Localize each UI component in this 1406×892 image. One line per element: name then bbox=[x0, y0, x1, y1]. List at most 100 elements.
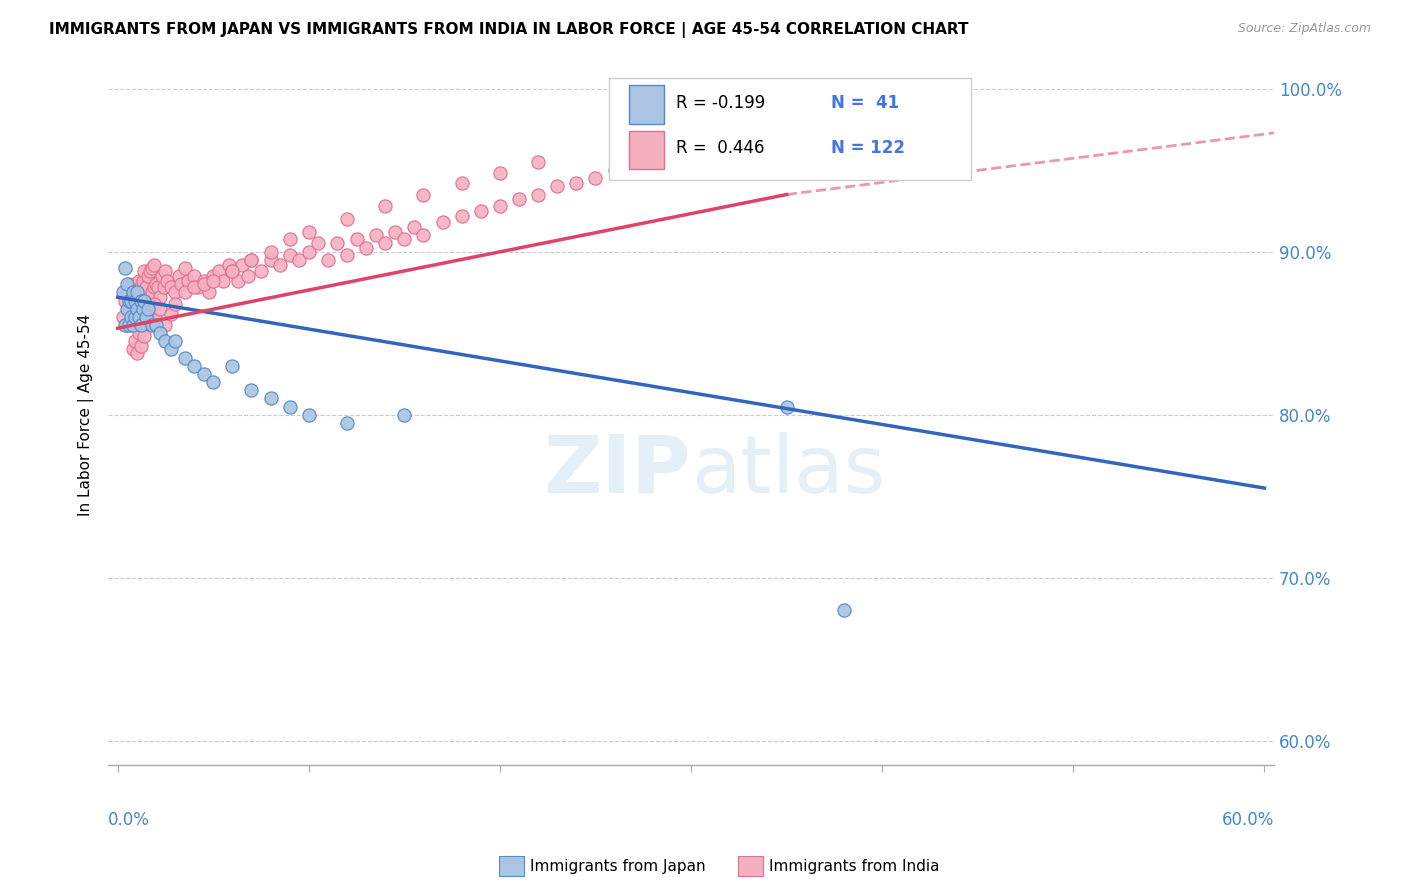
Point bbox=[135, 307, 157, 321]
Point bbox=[117, 318, 139, 332]
Point bbox=[170, 277, 193, 292]
Point bbox=[155, 264, 177, 278]
Point bbox=[124, 310, 146, 324]
Point bbox=[221, 264, 243, 278]
Point bbox=[173, 351, 195, 365]
Point bbox=[527, 155, 550, 169]
Point bbox=[394, 408, 416, 422]
Point bbox=[231, 258, 253, 272]
Point bbox=[141, 260, 163, 275]
Point bbox=[118, 301, 141, 316]
FancyBboxPatch shape bbox=[609, 78, 970, 180]
Point bbox=[316, 252, 339, 267]
Point bbox=[125, 301, 148, 316]
Point bbox=[128, 274, 150, 288]
Point bbox=[149, 326, 172, 340]
Point bbox=[122, 285, 145, 300]
Point bbox=[354, 241, 377, 255]
Point bbox=[145, 318, 167, 332]
Point bbox=[450, 176, 472, 190]
Point bbox=[120, 293, 142, 308]
Point bbox=[236, 268, 259, 283]
Point bbox=[155, 318, 177, 332]
Point bbox=[118, 293, 141, 308]
Point bbox=[240, 252, 263, 267]
Y-axis label: In Labor Force | Age 45-54: In Labor Force | Age 45-54 bbox=[79, 314, 94, 516]
Point bbox=[160, 343, 183, 357]
Point bbox=[208, 264, 231, 278]
Point bbox=[489, 166, 512, 180]
Point bbox=[149, 301, 172, 316]
Point bbox=[112, 310, 135, 324]
Point bbox=[122, 307, 145, 321]
Point bbox=[193, 274, 215, 288]
Point bbox=[131, 297, 153, 311]
Point bbox=[202, 375, 225, 389]
Point bbox=[135, 280, 157, 294]
Point bbox=[298, 408, 321, 422]
Point bbox=[336, 211, 359, 226]
Text: 60.0%: 60.0% bbox=[1222, 811, 1274, 829]
Point bbox=[160, 280, 183, 294]
Text: atlas: atlas bbox=[690, 432, 886, 509]
Point bbox=[364, 228, 387, 243]
Point bbox=[129, 280, 152, 294]
FancyBboxPatch shape bbox=[630, 130, 664, 169]
Point bbox=[143, 297, 166, 311]
Point bbox=[124, 290, 146, 304]
Point bbox=[298, 244, 321, 259]
Point bbox=[129, 307, 152, 321]
Point bbox=[114, 260, 136, 275]
Point bbox=[122, 285, 145, 300]
Point bbox=[193, 277, 215, 292]
Point bbox=[202, 268, 225, 283]
Point bbox=[384, 225, 406, 239]
Point bbox=[177, 274, 200, 288]
Point bbox=[259, 392, 281, 406]
Point bbox=[146, 280, 169, 294]
Point bbox=[374, 236, 396, 251]
Point bbox=[775, 400, 797, 414]
Point bbox=[187, 280, 209, 294]
Point bbox=[167, 268, 190, 283]
Point bbox=[221, 264, 243, 278]
Point bbox=[336, 416, 359, 430]
Point bbox=[141, 313, 163, 327]
Point bbox=[165, 297, 187, 311]
Point bbox=[129, 339, 152, 353]
Point bbox=[250, 264, 273, 278]
Point bbox=[679, 138, 702, 153]
Point bbox=[221, 359, 243, 373]
Point bbox=[259, 244, 281, 259]
Point bbox=[218, 258, 240, 272]
Point bbox=[508, 193, 530, 207]
Point bbox=[374, 199, 396, 213]
Point bbox=[135, 310, 157, 324]
Point bbox=[139, 290, 162, 304]
Point bbox=[117, 277, 139, 292]
Point bbox=[143, 280, 166, 294]
Point bbox=[211, 274, 233, 288]
Point bbox=[124, 313, 146, 327]
Point bbox=[394, 231, 416, 245]
Point bbox=[165, 334, 187, 349]
Point bbox=[122, 318, 145, 332]
Point bbox=[450, 209, 472, 223]
Point bbox=[240, 252, 263, 267]
Text: R = -0.199: R = -0.199 bbox=[676, 94, 765, 112]
Point bbox=[136, 301, 159, 316]
Point bbox=[412, 187, 434, 202]
Point bbox=[269, 258, 291, 272]
Point bbox=[412, 228, 434, 243]
Text: R =  0.446: R = 0.446 bbox=[676, 139, 765, 157]
Point bbox=[131, 301, 153, 316]
Point bbox=[141, 318, 163, 332]
Point bbox=[183, 280, 205, 294]
Point bbox=[565, 176, 588, 190]
Point bbox=[135, 307, 157, 321]
Point bbox=[124, 293, 146, 308]
Point bbox=[118, 277, 141, 292]
Point bbox=[470, 203, 492, 218]
Point bbox=[278, 231, 301, 245]
Point bbox=[124, 334, 146, 349]
